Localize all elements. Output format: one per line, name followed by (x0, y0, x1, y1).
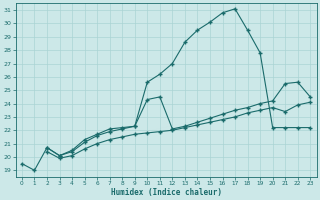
X-axis label: Humidex (Indice chaleur): Humidex (Indice chaleur) (111, 188, 221, 197)
